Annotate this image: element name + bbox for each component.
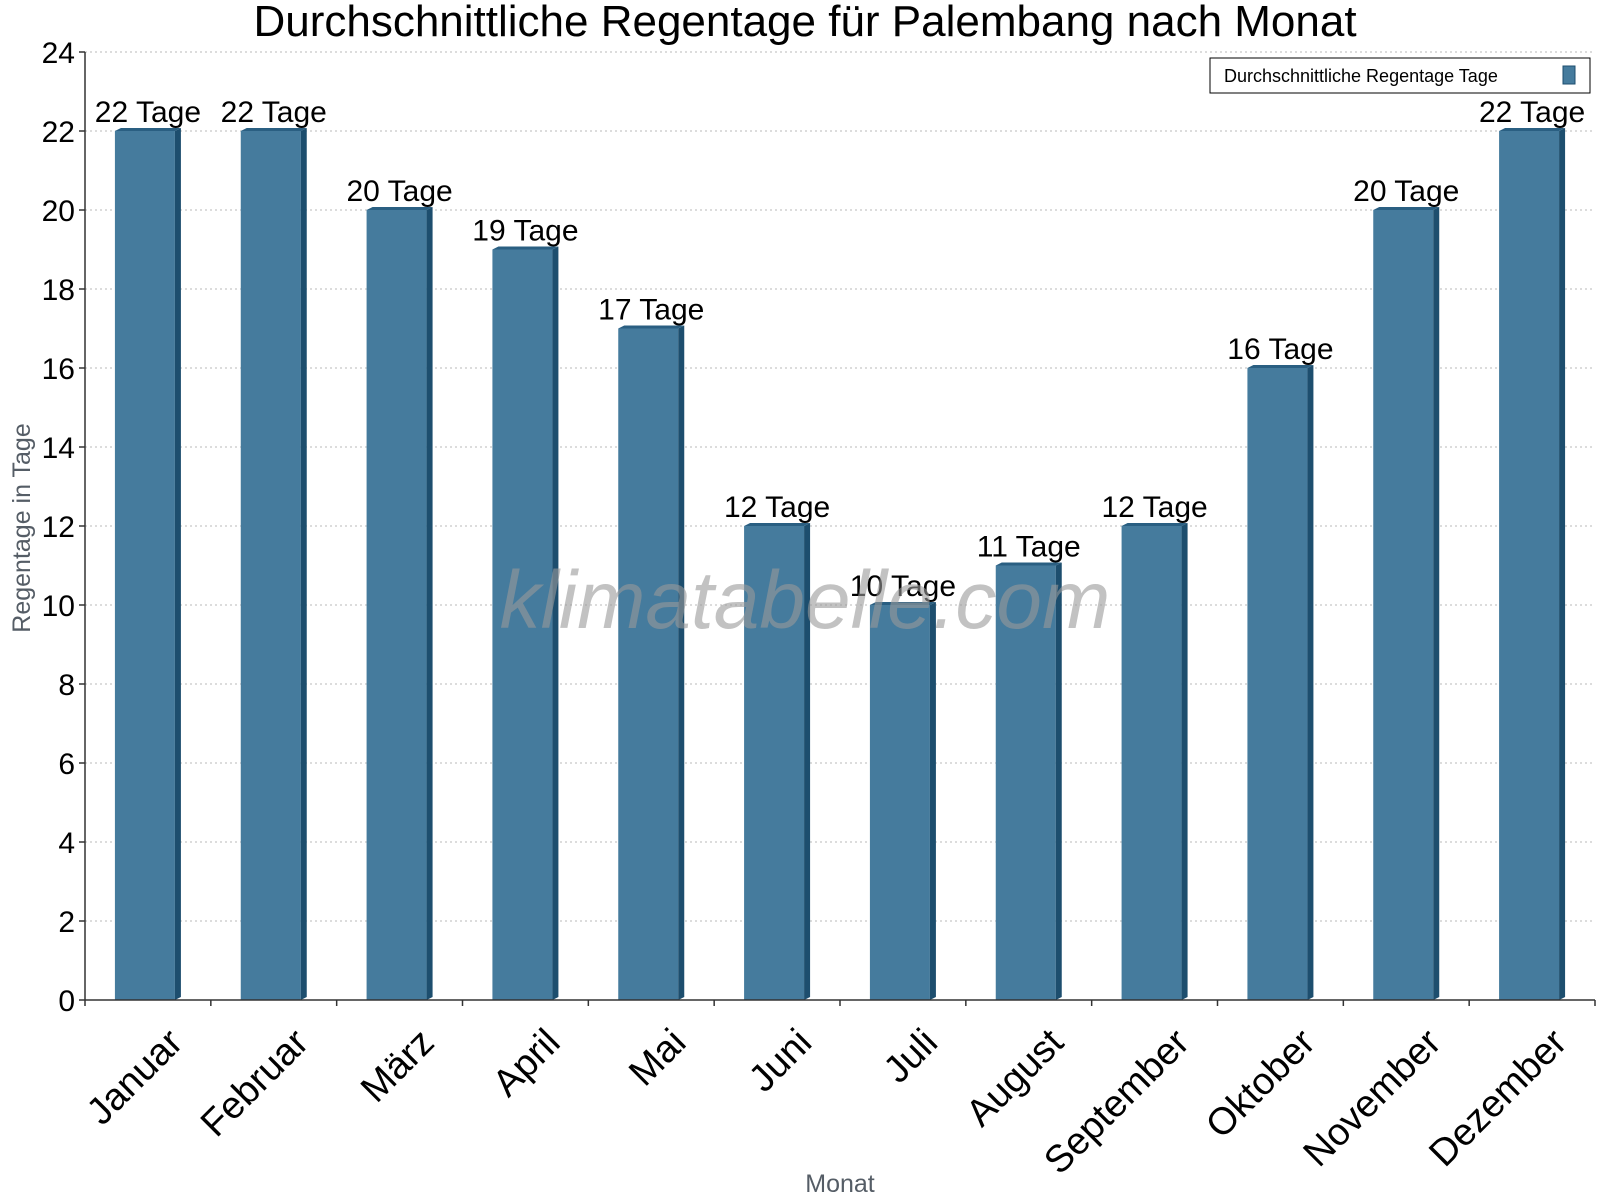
x-tick-label: Oktober [1198, 1021, 1324, 1147]
y-axis-title: Regentage in Tage [8, 423, 36, 632]
data-label: 20 Tage [346, 175, 452, 208]
data-label: 19 Tage [472, 215, 578, 248]
bar-front [114, 131, 175, 1000]
bar-front [240, 131, 301, 1000]
legend-swatch [1562, 65, 1576, 85]
bar-front [1247, 368, 1308, 1000]
y-tick-label: 10 [42, 590, 75, 623]
bar-side [552, 246, 559, 1000]
data-label: 22 Tage [221, 96, 327, 129]
y-tick-label: 8 [58, 669, 75, 702]
bar-front [995, 565, 1056, 1000]
data-labels: 22 Tage 22 Tage 20 Tage 19 Tage 17 Tage 12 Ta… [95, 96, 1585, 603]
bar [1499, 128, 1566, 1000]
bar-front [492, 249, 553, 1000]
y-tick-label: 22 [42, 116, 75, 149]
data-label: 12 Tage [1101, 491, 1207, 524]
bar [618, 325, 685, 1000]
y-tick-label: 16 [42, 353, 75, 386]
bar-top [744, 523, 811, 526]
data-label: 22 Tage [95, 96, 201, 129]
x-tick-label: Januar [79, 1021, 191, 1133]
x-tick-label: Februar [193, 1021, 317, 1145]
bar-side [1559, 128, 1566, 1000]
x-tick-label: November [1296, 1021, 1450, 1175]
bar-top [1121, 523, 1188, 526]
y-tick-label: 20 [42, 195, 75, 228]
data-label: 16 Tage [1227, 333, 1333, 366]
bar-top [114, 128, 181, 131]
x-tick-label: März [353, 1021, 442, 1110]
bar-side [1181, 523, 1188, 1000]
bar [744, 523, 811, 1000]
x-tick-label: Juli [876, 1021, 946, 1091]
x-axis-title: Monat [805, 1170, 875, 1198]
y-tick-label: 18 [42, 274, 75, 307]
bar-side [300, 128, 307, 1000]
legend: Durchschnittliche Regentage Tage [1209, 57, 1591, 94]
data-label: 10 Tage [850, 570, 956, 603]
bar-front [1373, 210, 1434, 1000]
bar-front [618, 328, 679, 1000]
bar [869, 602, 936, 1000]
bar-side [678, 325, 685, 1000]
bar-side [1055, 562, 1062, 1000]
grid-lines [85, 51, 1595, 922]
watermark: klimatabelle.com [500, 555, 1111, 646]
bar-top [995, 562, 1062, 566]
bar [1373, 207, 1440, 1000]
bar-top [1247, 365, 1314, 368]
bar-top [869, 602, 936, 605]
bar [1121, 523, 1188, 1000]
legend-label: Durchschnittliche Regentage Tage [1224, 66, 1498, 86]
bar [114, 128, 181, 1000]
bar-front [744, 526, 805, 1000]
y-tick-label: 12 [42, 511, 75, 544]
bar-top [240, 128, 307, 131]
x-tick-label: Dezember [1421, 1021, 1575, 1175]
bar-side [174, 128, 181, 1000]
bar-front [1121, 526, 1182, 1000]
x-axis-ticks: Januar Februar März April Mai Juni Juli AugustS… [79, 1000, 1596, 1182]
bar [240, 128, 307, 1000]
bar-side [929, 602, 936, 1000]
x-tick-label: Juni [741, 1021, 820, 1100]
y-tick-label: 14 [42, 432, 75, 465]
bar-top [492, 246, 559, 250]
x-tick-label: Mai [621, 1021, 694, 1094]
bar [366, 207, 433, 1000]
bar-top [618, 325, 685, 329]
legend-box [1209, 57, 1591, 94]
bar-side [1433, 207, 1440, 1000]
y-tick-label: 4 [58, 827, 75, 860]
chart-title: Durchschnittliche Regentage für Palemban… [253, 0, 1356, 46]
bar-side [426, 207, 433, 1000]
bar [995, 562, 1062, 1000]
bar [492, 246, 559, 1000]
data-label: 11 Tage [977, 531, 1081, 564]
y-tick-label: 6 [58, 748, 75, 781]
bar-front [1499, 131, 1560, 1000]
bar-top [366, 207, 433, 210]
x-tick-label: April [485, 1021, 568, 1104]
y-tick-label: 2 [58, 906, 75, 939]
data-label: 12 Tage [724, 491, 830, 524]
bar-front [869, 605, 930, 1000]
bar-top [1373, 207, 1440, 210]
y-tick-label: 24 [42, 37, 75, 70]
data-label: 20 Tage [1353, 175, 1459, 208]
data-label: 17 Tage [598, 294, 704, 327]
bar [1247, 365, 1314, 1000]
bar-side [804, 523, 811, 1000]
data-label: 22 Tage [1479, 96, 1585, 129]
bar-front [366, 210, 427, 1000]
bar-side [1307, 365, 1314, 1000]
bars [114, 128, 1566, 1000]
y-tick-label: 0 [58, 985, 75, 1018]
bar-top [1499, 128, 1566, 131]
x-tick-label: August [958, 1021, 1072, 1135]
